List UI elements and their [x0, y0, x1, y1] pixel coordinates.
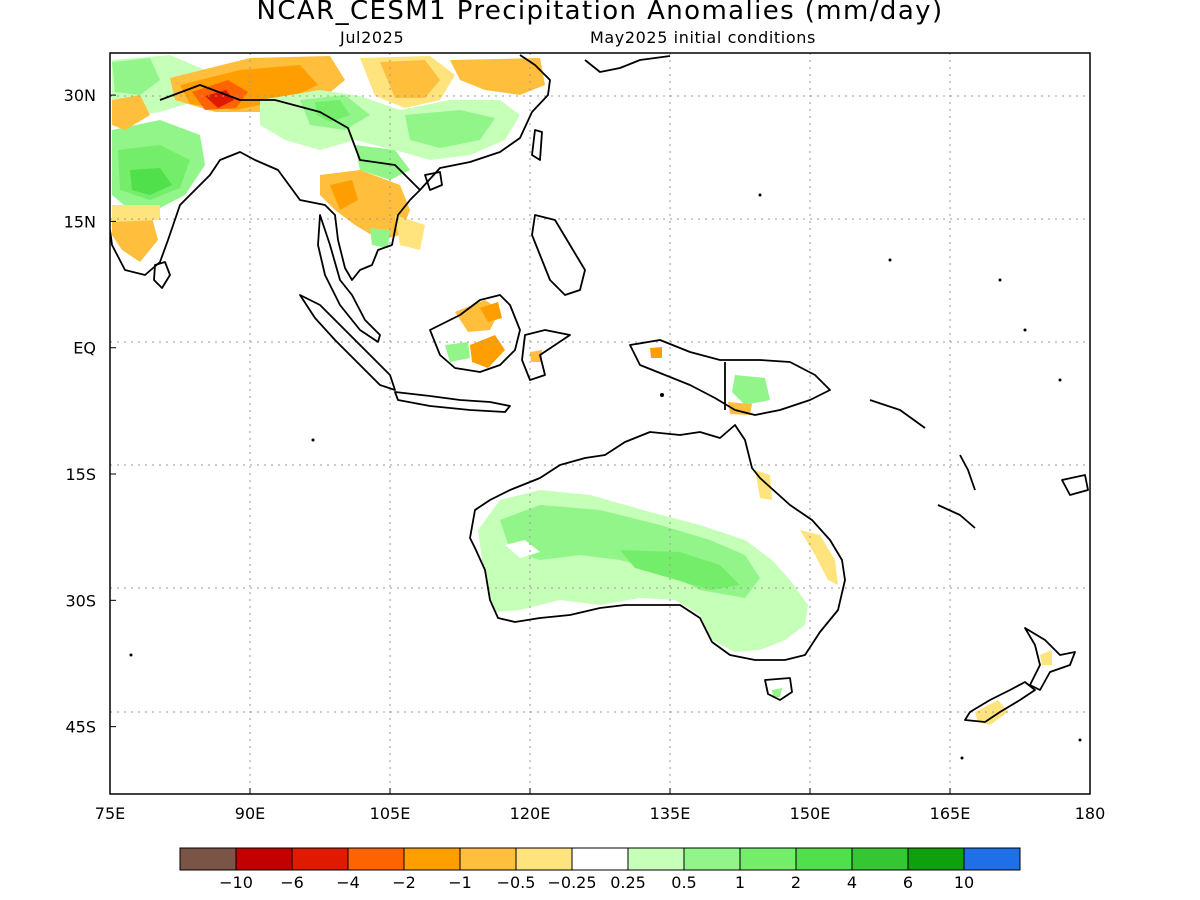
nz-south-island: [964, 681, 1036, 723]
hainan: [424, 171, 443, 191]
vanuatu: [959, 454, 976, 491]
lat-tick-label: 45S: [65, 718, 96, 737]
lon-tick-label: 90E: [235, 804, 265, 823]
lat-tick-label: 30S: [65, 591, 96, 610]
colorbar-label: −0.25: [547, 873, 596, 892]
lat-tick-label: EQ: [73, 339, 96, 358]
latitude-axis: 30N 15N EQ 15S 30S 45S: [64, 86, 116, 737]
anomaly-shading: [110, 53, 1052, 725]
colorbar-label: 0.25: [610, 873, 646, 892]
java: [394, 391, 511, 413]
colorbar-swatch: [739, 847, 797, 871]
gridlines: [110, 53, 1090, 794]
colorbar-label: 6: [903, 873, 913, 892]
colorbar-swatch: [459, 847, 517, 871]
colorbar-label: −2: [392, 873, 416, 892]
lon-tick-label: 105E: [370, 804, 411, 823]
forecast-month: Jul2025: [340, 28, 405, 47]
colorbar: [179, 847, 1021, 871]
colorbar-swatch: [851, 847, 909, 871]
colorbar-label: 4: [847, 873, 857, 892]
lat-tick-label: 15N: [64, 212, 96, 231]
lon-tick-label: 135E: [650, 804, 691, 823]
colorbar-label: 10: [954, 873, 974, 892]
lon-tick-label: 165E: [930, 804, 971, 823]
chart-title: NCAR_CESM1 Precipitation Anomalies (mm/d…: [256, 0, 944, 26]
colorbar-swatch: [403, 847, 461, 871]
new-guinea: [629, 339, 831, 416]
colorbar-swatch: [907, 847, 965, 871]
colorbar-label: 2: [791, 873, 801, 892]
lon-tick-label: 120E: [510, 804, 551, 823]
colorbar-swatch: [515, 847, 573, 871]
coastlines: [110, 54, 1089, 723]
colorbar-swatch: [683, 847, 741, 871]
initial-conditions-label: May2025 initial conditions: [590, 28, 816, 47]
asia-coastline: [110, 54, 551, 281]
sri-lanka: [153, 261, 171, 289]
colorbar-label: −0.5: [497, 873, 536, 892]
lon-tick-label: 75E: [95, 804, 125, 823]
colorbar-labels: −10 −6 −4 −2 −1 −0.5 −0.25 0.25 0.5 1 2 4 6 10: [219, 873, 974, 892]
colorbar-swatch: [347, 847, 405, 871]
colorbar-label: −4: [336, 873, 360, 892]
sulawesi: [521, 329, 571, 381]
australia-coastline: [469, 424, 846, 661]
malay-peninsula: [317, 214, 381, 343]
colorbar-swatch: [795, 847, 853, 871]
lon-tick-label: 180: [1075, 804, 1106, 823]
tasmania: [764, 677, 793, 701]
colorbar-swatch: [963, 847, 1021, 871]
small-islands: [129, 193, 1082, 760]
new-caledonia: [937, 504, 976, 529]
lat-tick-label: 15S: [65, 465, 96, 484]
map-plot-area: [110, 53, 1090, 794]
colorbar-label: 1: [735, 873, 745, 892]
fiji: [1061, 474, 1089, 496]
colorbar-label: −6: [280, 873, 304, 892]
colorbar-swatch: [179, 847, 237, 871]
china-border: [159, 84, 421, 191]
sumatra: [299, 294, 396, 391]
colorbar-label: −10: [219, 873, 253, 892]
colorbar-label: −1: [448, 873, 472, 892]
colorbar-swatch: [291, 847, 349, 871]
colorbar-swatch: [627, 847, 685, 871]
lat-tick-label: 30N: [64, 86, 96, 105]
japan-korea: [584, 55, 671, 73]
longitude-axis: 75E 90E 105E 120E 135E 150E 165E 180: [95, 788, 1106, 823]
lon-tick-label: 150E: [790, 804, 831, 823]
solomon-islands: [869, 399, 926, 429]
nz-dry-anomaly: [975, 700, 1008, 725]
nz-north-island: [1024, 627, 1076, 691]
borneo: [429, 294, 521, 373]
philippines: [531, 214, 586, 296]
colorbar-swatch: [235, 847, 293, 871]
map-frame: [109, 52, 1091, 795]
taiwan: [531, 129, 543, 161]
colorbar-swatch: [571, 847, 629, 871]
colorbar-label: 0.5: [671, 873, 696, 892]
